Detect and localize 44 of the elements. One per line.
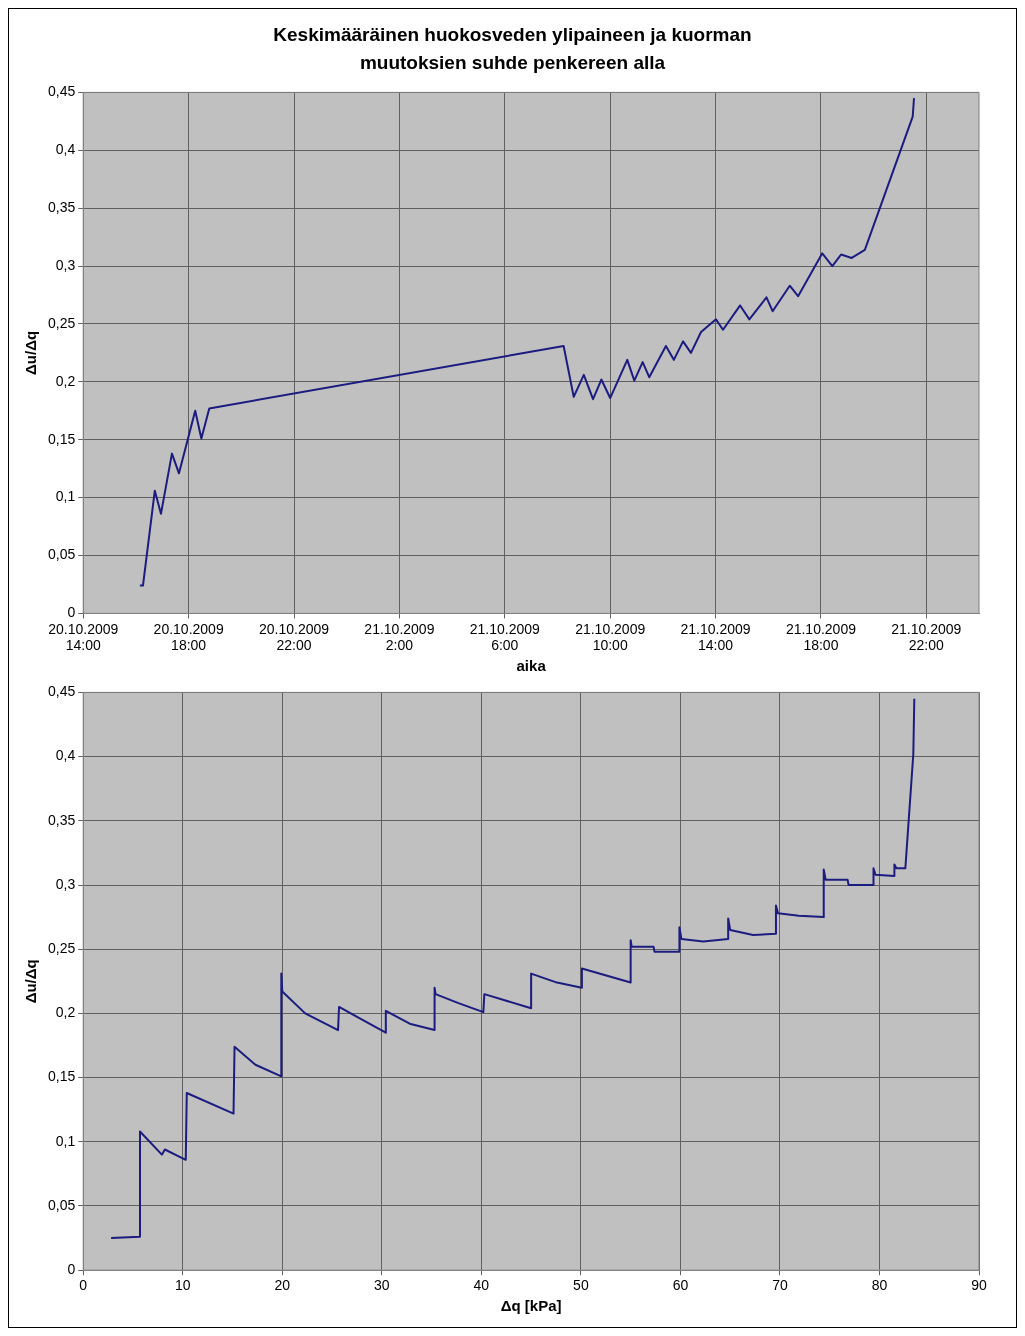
y-tick-label: 0,4 (55, 141, 76, 158)
x-tick-label: 90 (971, 1277, 987, 1294)
x-tick-label: 21.10.2009 6:00 (469, 620, 541, 654)
x-tick-label: 21.10.2009 14:00 (680, 620, 751, 654)
y-axis-title: Δu/Δq (22, 330, 40, 375)
y-tick-label: 0,35 (48, 199, 76, 216)
x-tick-label: 21.10.2009 10:00 (575, 620, 646, 654)
y-axis-title: Δu/Δq (22, 959, 40, 1004)
x-tick-label: 70 (772, 1277, 788, 1294)
y-tick-label: 0,15 (48, 1068, 76, 1085)
y-tick-label: 0,3 (55, 256, 76, 273)
x-tick-label: 20 (274, 1277, 291, 1294)
y-tick-label: 0,25 (48, 314, 76, 331)
x-tick-label: 0 (79, 1277, 88, 1294)
y-tick-label: 0 (67, 604, 76, 621)
x-tick-label: 40 (473, 1277, 490, 1294)
y-tick-label: 0,1 (55, 488, 76, 505)
x-tick-label: 20.10.2009 18:00 (153, 620, 224, 654)
x-tick-label: 21.10.2009 22:00 (891, 620, 962, 654)
y-tick-label: 0,45 (48, 83, 76, 100)
x-tick-label: 20.10.2009 14:00 (48, 620, 119, 654)
y-tick-label: 0,15 (48, 430, 76, 447)
x-tick-label: 80 (871, 1277, 888, 1294)
x-tick-label: 20.10.2009 22:00 (258, 620, 330, 654)
x-tick-label: 21.10.2009 18:00 (785, 620, 857, 654)
y-tick-label: 0,2 (55, 372, 76, 389)
x-tick-label: 30 (374, 1277, 390, 1294)
y-tick-label: 0,1 (55, 1132, 76, 1149)
x-tick-label: 10 (174, 1277, 191, 1294)
x-tick-label: 21.10.2009 2:00 (364, 620, 435, 654)
x-tick-label: 60 (672, 1277, 689, 1294)
y-tick-label: 0,25 (48, 940, 76, 957)
x-axis-title: Δq [kPa] (500, 1297, 562, 1315)
y-tick-label: 0 (67, 1261, 76, 1278)
x-axis-title: aika (516, 657, 547, 675)
y-tick-label: 0,2 (55, 1004, 76, 1021)
y-tick-label: 0,4 (55, 747, 76, 764)
x-tick-label: 50 (573, 1277, 589, 1294)
y-tick-label: 0,35 (48, 811, 76, 828)
y-tick-label: 0,05 (48, 1196, 76, 1213)
chart-title: Keskimääräinen huokosveden ylipaineen ja kuorman muutoksien suhde penkereen alla (272, 23, 753, 75)
y-tick-label: 0,3 (55, 875, 76, 892)
y-tick-label: 0,05 (48, 546, 76, 563)
y-tick-label: 0,45 (48, 683, 76, 700)
